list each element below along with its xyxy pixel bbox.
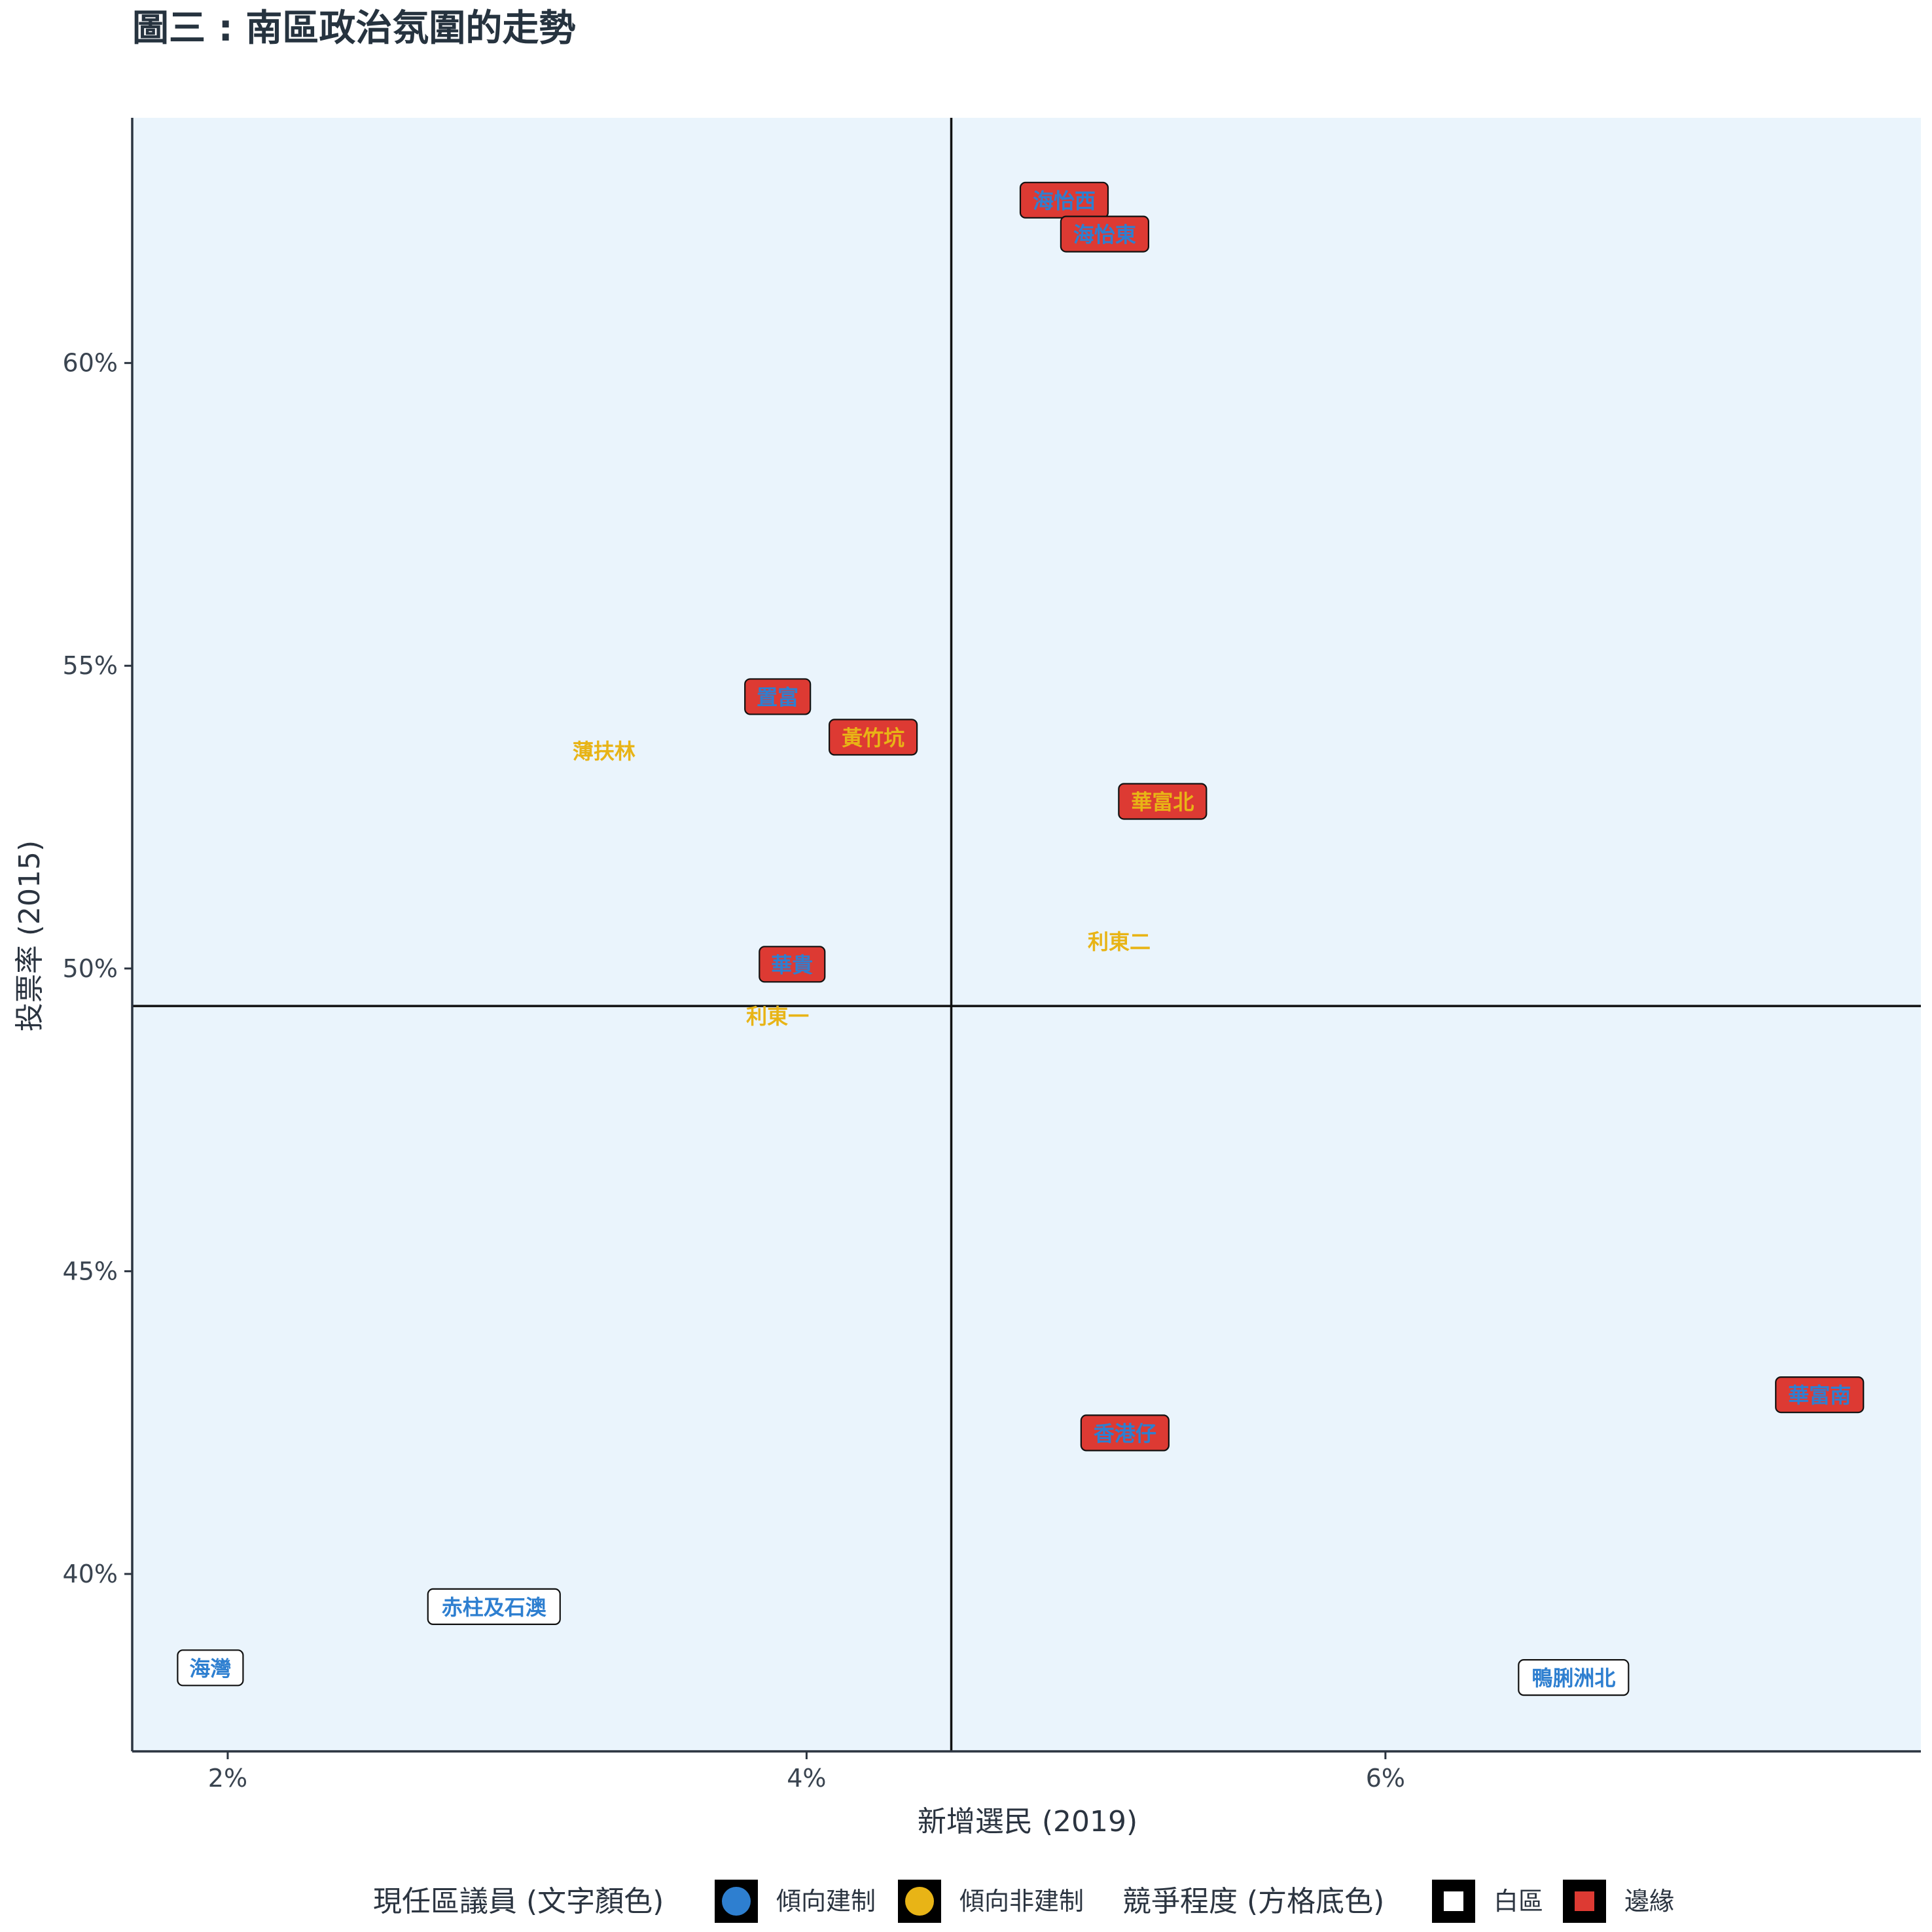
point-label-利東二: 利東二 (1088, 929, 1151, 954)
x-tick-label: 4% (787, 1764, 826, 1793)
legend-swatch-red (1575, 1891, 1594, 1911)
label-box (1775, 1376, 1865, 1414)
label-box (1060, 215, 1150, 253)
plot-panel (132, 118, 1921, 1751)
label-text: 利東二 (1088, 929, 1151, 954)
label-box (829, 719, 918, 756)
y-tick-label: 55% (63, 651, 118, 680)
label-text: 鴨脷洲北 (1531, 1666, 1615, 1690)
label-text: 華富南 (1788, 1383, 1851, 1408)
point-label-香港仔: 香港仔 (1080, 1414, 1170, 1452)
legend-swatch-white (1444, 1891, 1463, 1911)
plot-background (132, 118, 1921, 1751)
legend-item-pro-establishment: 傾向建制 (776, 1887, 876, 1916)
chart-title: 圖三 : 南區政治氛圍的走勢 (132, 7, 575, 50)
label-text: 置富 (757, 685, 798, 709)
point-label-置富: 置富 (744, 678, 812, 715)
label-box (1518, 1659, 1630, 1696)
label-text: 香港仔 (1094, 1421, 1156, 1446)
point-label-華富北: 華富北 (1118, 783, 1208, 820)
y-axis-title: 投票率 (2015) (13, 840, 46, 1031)
x-axis-title: 新增選民 (2019) (918, 1805, 1137, 1838)
label-box (759, 946, 826, 983)
legend: 現任區議員 (文字顏色) 傾向建制 傾向非建制 競爭程度 (方格底色) 白區 邊… (373, 1880, 1674, 1923)
point-label-薄扶林: 薄扶林 (573, 739, 635, 764)
label-text: 華貴 (771, 952, 813, 977)
label-box (1118, 783, 1208, 820)
point-label-鴨脷洲北: 鴨脷洲北 (1518, 1659, 1630, 1696)
legend-item-safe-seat: 白區 (1494, 1887, 1543, 1916)
label-text: 薄扶林 (573, 739, 635, 764)
point-label-海灣: 海灣 (177, 1649, 244, 1687)
point-label-黃竹坑: 黃竹坑 (829, 719, 918, 756)
legend-item-pro-democracy: 傾向非建制 (959, 1887, 1084, 1916)
axes: 2% 4% 6% 40% 45% 50% 55% 60% (63, 118, 1921, 1793)
y-tick-label: 45% (63, 1257, 118, 1285)
point-label-利東一: 利東一 (746, 1004, 809, 1029)
point-label-海怡東: 海怡東 (1060, 215, 1150, 253)
label-box (1080, 1414, 1170, 1452)
y-tick-label: 50% (63, 954, 118, 983)
point-label-赤柱及石澳: 赤柱及石澳 (427, 1588, 561, 1625)
x-tick-label: 6% (1366, 1764, 1405, 1793)
label-text: 利東一 (746, 1004, 809, 1029)
label-text: 海怡東 (1073, 223, 1136, 247)
point-label-華富南: 華富南 (1775, 1376, 1865, 1414)
label-box (177, 1649, 244, 1687)
point-label-海怡西: 海怡西 (1019, 181, 1109, 219)
label-text: 華富北 (1131, 789, 1194, 814)
label-text: 海灣 (189, 1656, 231, 1681)
legend-title-box-fill: 競爭程度 (方格底色) (1122, 1885, 1384, 1918)
point-label-華貴: 華貴 (759, 946, 826, 983)
label-box (744, 678, 812, 715)
y-tick-label: 60% (63, 349, 118, 378)
label-box (427, 1588, 561, 1625)
legend-dot-blue (722, 1887, 751, 1916)
legend-item-marginal: 邊緣 (1624, 1887, 1674, 1916)
reference-lines (132, 118, 1921, 1751)
label-text: 赤柱及石澳 (442, 1595, 547, 1620)
x-tick-label: 2% (208, 1764, 247, 1793)
legend-title-text-color: 現任區議員 (文字顏色) (373, 1885, 664, 1918)
label-text: 黃竹坑 (842, 725, 904, 750)
label-text: 海怡西 (1033, 188, 1096, 213)
legend-dot-yellow (905, 1887, 934, 1916)
y-tick-label: 40% (63, 1560, 118, 1588)
